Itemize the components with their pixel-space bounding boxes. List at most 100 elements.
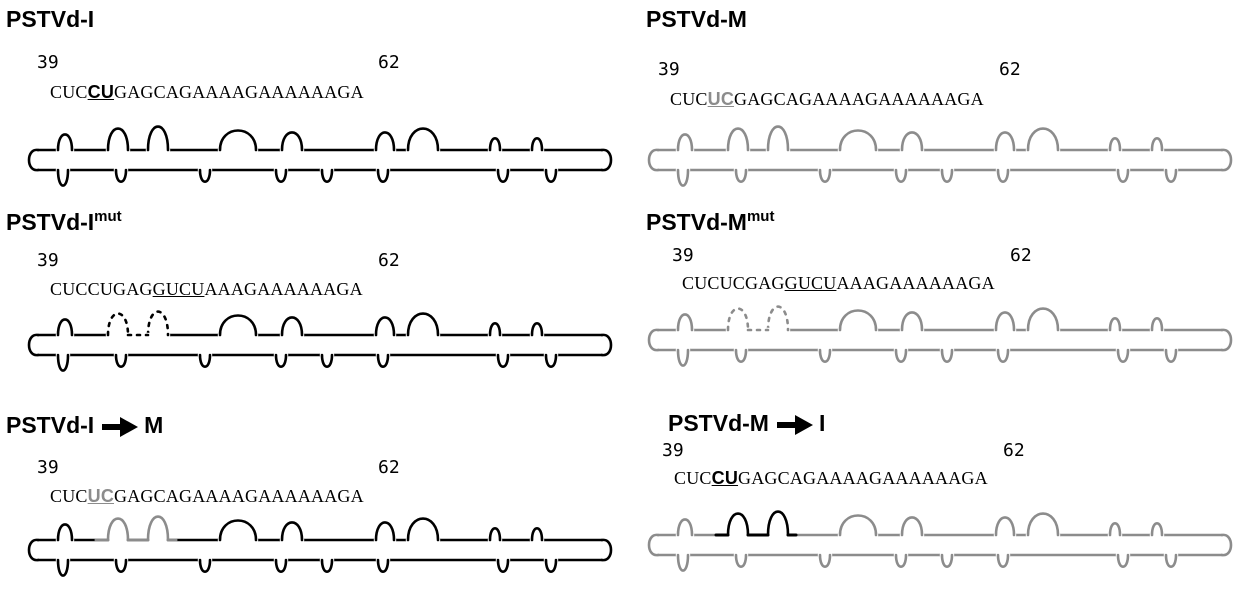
position-start-label: 39 [37, 52, 59, 73]
right-terminal-loop [1220, 328, 1233, 352]
left-terminal-loop [647, 533, 660, 557]
top-loop [56, 133, 74, 152]
panel-title-pstvd-i-to-m: PSTVd-I M [6, 412, 163, 439]
bottom-loop [676, 348, 690, 367]
top-loop [676, 313, 694, 332]
top-loop [488, 137, 502, 152]
top-loop [374, 521, 396, 542]
title-text: PSTVd-I [6, 6, 95, 32]
bottom-loop [940, 168, 954, 183]
right-terminal-loop [600, 333, 613, 357]
top-loop [56, 523, 74, 542]
panel-title-pstvd-i-mut: PSTVd-Imut [6, 208, 122, 236]
right-terminal-loop [600, 538, 613, 562]
position-start-label: 39 [658, 59, 680, 80]
bottom-loop [734, 553, 748, 568]
bottom-loop [320, 168, 334, 183]
top-loop [106, 517, 130, 542]
right-terminal-loop [1220, 148, 1233, 172]
top-loop [900, 131, 924, 152]
position-end-label: 62 [1003, 440, 1025, 461]
top-loop [488, 527, 502, 542]
panel-title-pstvd-i: PSTVd-I [6, 6, 94, 33]
top-loop [766, 305, 790, 332]
top-loop [530, 322, 544, 337]
top-loop [1150, 317, 1164, 332]
bottom-loop [1116, 553, 1130, 568]
top-loop [530, 137, 544, 152]
top-loop [838, 514, 878, 537]
bottom-loop [894, 348, 908, 363]
title-text: PSTVd-M [646, 209, 747, 235]
panel-title-pstvd-m-mut: PSTVd-Mmut [646, 208, 774, 236]
top-loop [1026, 127, 1060, 152]
bottom-loop [734, 348, 748, 363]
left-terminal-loop [27, 333, 40, 357]
bottom-loop [676, 168, 690, 187]
bottom-loop [56, 353, 70, 372]
mutation-underline: GUCU [152, 279, 205, 299]
top-loop [838, 129, 878, 152]
right-terminal-loop [1220, 533, 1233, 557]
top-loop [106, 127, 130, 152]
rod-structure-pstvd-i-mut [27, 310, 613, 372]
bottom-loop [376, 168, 390, 183]
bottom-loop [114, 168, 128, 183]
top-loop [838, 309, 878, 332]
title-text: PSTVd-I [6, 209, 95, 235]
top-loop [1026, 512, 1060, 537]
position-end-label: 62 [378, 250, 400, 271]
top-loop [766, 510, 790, 537]
title-target: I [818, 410, 826, 436]
bottom-loop [734, 168, 748, 183]
top-loop [488, 322, 502, 337]
right-arrow-icon [102, 416, 139, 437]
sequence-pstvd-i: CUCCUGAGCAGAAAAGAAAAAAGA [50, 82, 364, 102]
structure-strokes [27, 310, 613, 372]
bottom-loop [320, 558, 334, 573]
bottom-loop [274, 353, 288, 368]
top-loop [994, 311, 1016, 332]
bottom-loop [894, 168, 908, 183]
top-loop [146, 125, 170, 152]
bottom-loop [996, 168, 1010, 183]
bottom-loop [996, 348, 1010, 363]
title-text: PSTVd-M [646, 6, 747, 32]
structure-strokes [647, 510, 1233, 572]
panel-title-pstvd-m-to-i: PSTVd-M I [668, 410, 825, 437]
top-loop [530, 527, 544, 542]
bottom-loop [198, 353, 212, 368]
sequence-pstvd-m-to-i: CUCCUGAGCAGAAAAGAAAAAAGA [674, 468, 988, 488]
rod-structure-pstvd-m [647, 125, 1233, 187]
top-loop [1108, 317, 1122, 332]
bottom-loop [1164, 168, 1178, 183]
position-start-label: 39 [662, 440, 684, 461]
top-loop [146, 515, 170, 542]
top-loop [726, 307, 750, 332]
top-loop [374, 131, 396, 152]
structure-strokes [647, 125, 1233, 187]
bottom-loop [818, 553, 832, 568]
rod-structure-pstvd-m-to-i [647, 510, 1233, 572]
bottom-loop [544, 353, 558, 368]
top-loop [1150, 137, 1164, 152]
top-loop [1108, 522, 1122, 537]
top-loop [1108, 137, 1122, 152]
bottom-loop [496, 558, 510, 573]
mutation-highlight: UC [707, 89, 735, 109]
bottom-loop [818, 168, 832, 183]
top-loop [406, 312, 440, 337]
right-arrow-icon [776, 414, 813, 435]
position-start-label: 39 [37, 250, 59, 271]
position-end-label: 62 [999, 59, 1021, 80]
bottom-loop [114, 558, 128, 573]
sequence-pstvd-i-to-m: CUCUCGAGCAGAAAAGAAAAAAGA [50, 486, 364, 506]
structure-strokes [27, 515, 613, 577]
rod-structure-pstvd-m-mut [647, 305, 1233, 367]
title-superscript: mut [746, 208, 775, 225]
bottom-loop [1164, 553, 1178, 568]
rod-structure-pstvd-i [27, 125, 613, 187]
bottom-loop [274, 558, 288, 573]
title-target: M [144, 412, 164, 438]
position-end-label: 62 [378, 457, 400, 478]
